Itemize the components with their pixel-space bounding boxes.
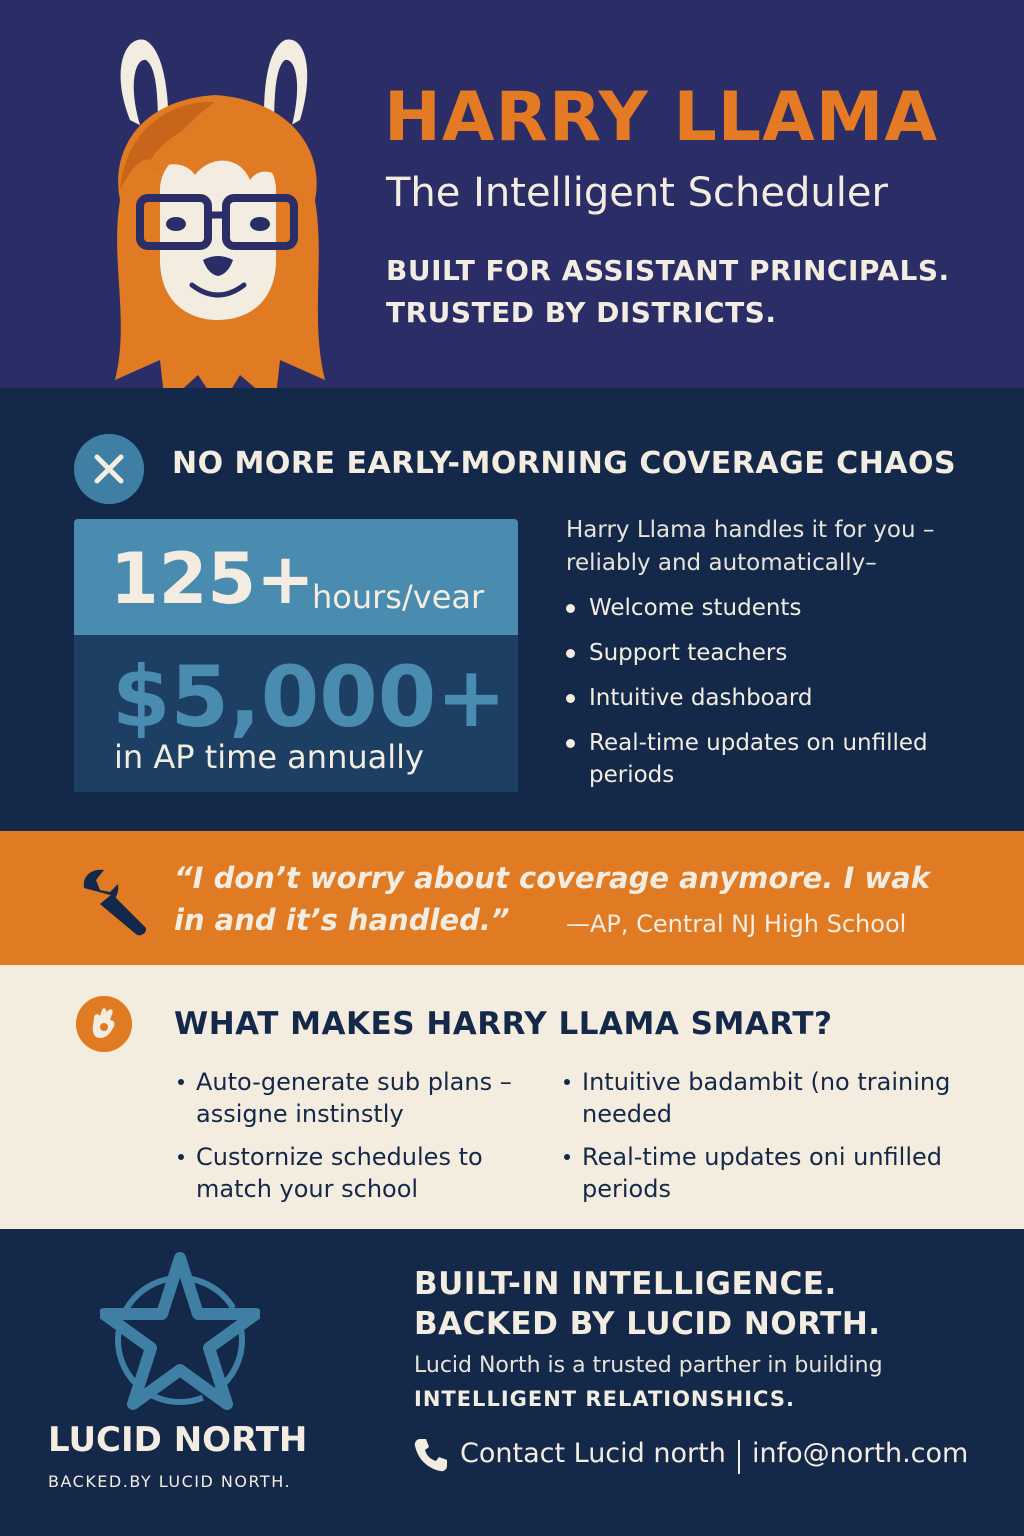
- hours-value: 125+: [110, 538, 315, 620]
- coverage-heading: NO MORE EARLY-MORNING COVERAGE CHAOS: [172, 446, 957, 481]
- phone-icon: [414, 1439, 447, 1472]
- list-item: Real-time updates on unfilled periods: [566, 727, 986, 791]
- list-item: Auto-generate sub plans – assigne instin…: [176, 1066, 536, 1130]
- hand-badge-icon: [76, 996, 132, 1052]
- coverage-feature-list: Welcome students Support teachers Intuit…: [566, 592, 986, 804]
- money-value: $5,000+: [112, 648, 507, 746]
- smart-heading: WHAT MAKES HARRY LLAMA SMART?: [174, 1006, 833, 1042]
- list-item: Custornize schedules to match your schoo…: [176, 1141, 536, 1205]
- money-label: in AP time annually: [114, 738, 424, 776]
- smart-feature-list-right: Intuitive badambit (no training needed R…: [562, 1066, 982, 1216]
- list-item: Real-time updates oni unfilled periods: [562, 1141, 982, 1205]
- tagline: BUILT FOR ASSISTANT PRINCIPALS. TRUSTED …: [386, 250, 950, 334]
- footer-heading: BUILT-IN INTELLIGENCE. BACKED BY LUCID N…: [414, 1264, 881, 1344]
- email-link[interactable]: info@north.com: [752, 1438, 969, 1469]
- smart-feature-list-left: Auto-generate sub plans – assigne instin…: [176, 1066, 536, 1216]
- money-stat-panel: [74, 635, 518, 792]
- coverage-intro: Harry Llama handles it for you – reliabl…: [566, 517, 935, 576]
- list-item: Welcome students: [566, 592, 986, 624]
- contact-link[interactable]: Contact Lucid north: [460, 1438, 726, 1469]
- app-subtitle: The Intelligent Scheduler: [386, 170, 888, 216]
- smart-section: [0, 965, 1024, 1229]
- tagline-line-1: BUILT FOR ASSISTANT PRINCIPALS.: [386, 254, 950, 287]
- hours-unit: hours/vear: [312, 578, 485, 616]
- footer-description: Lucid North is a trusted parther in buil…: [414, 1353, 883, 1378]
- testimonial-quote: “I don’t worry about coverage anymore. I…: [174, 861, 930, 937]
- footer-heading-line-1: BUILT-IN INTELLIGENCE.: [414, 1266, 837, 1302]
- app-title: HARRY LLAMA: [384, 78, 939, 157]
- brand-name: LUCID NORTH: [48, 1420, 308, 1460]
- list-item: Intuitive badambit (no training needed: [562, 1066, 982, 1130]
- star-logo-icon: [100, 1252, 260, 1410]
- divider: [738, 1440, 740, 1474]
- hours-stat-panel: [74, 519, 518, 635]
- testimonial-attribution: —AP, Central NJ High School: [566, 910, 907, 938]
- list-item: Intuitive dashboard: [566, 682, 986, 714]
- llama-mascot-icon: [115, 39, 325, 408]
- testimonial-band: [0, 831, 1024, 965]
- list-item: Support teachers: [566, 637, 986, 669]
- tagline-line-2: TRUSTED BY DISTRICTS.: [386, 296, 777, 329]
- wrench-icon: [83, 869, 147, 936]
- brand-subline: BACKED.BY LUCID NORTH.: [48, 1472, 292, 1491]
- footer-emphasis: INTELLIGENT RELATIONSHICS.: [414, 1387, 795, 1411]
- footer-heading-line-2: BACKED BY LUCID NORTH.: [414, 1306, 881, 1342]
- x-circle-icon: [74, 434, 144, 504]
